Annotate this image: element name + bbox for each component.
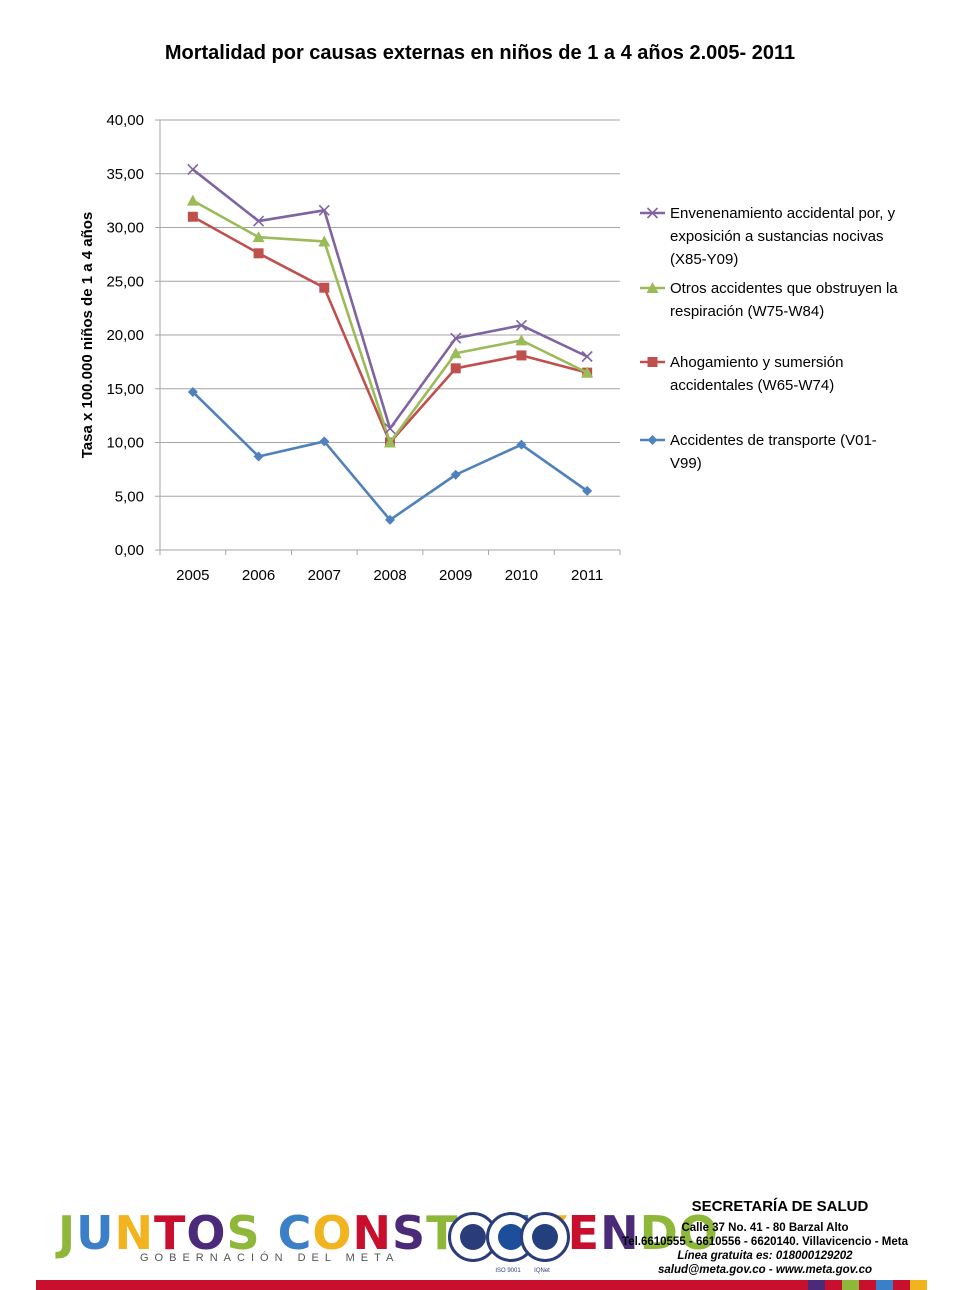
color-block: [842, 1280, 859, 1290]
data-point: [319, 282, 330, 293]
color-blocks: [808, 1280, 927, 1290]
data-point: [516, 439, 527, 450]
legend-marker: [646, 282, 659, 293]
color-block: [910, 1280, 927, 1290]
legend-label: exposición a sustancias nocivas: [670, 228, 883, 245]
secretaria-title: SECRETARÍA DE SALUD: [691, 1198, 869, 1215]
data-point: [187, 386, 198, 397]
x-tick-label: 2008: [373, 567, 406, 584]
legend-marker: [646, 207, 659, 219]
legend-label: V99): [670, 455, 702, 472]
x-tick-label: 2007: [308, 567, 341, 584]
data-point: [384, 422, 396, 435]
legend-label: accidentales (W65-W74): [670, 377, 834, 394]
legend-label: Accidentes de transporte (V01-: [670, 432, 877, 449]
legend-label: Otros accidentes que obstruyen la: [670, 280, 898, 297]
y-tick-label: 30,00: [106, 220, 144, 237]
data-point: [187, 163, 199, 176]
data-point: [515, 334, 528, 346]
color-block: [859, 1280, 876, 1290]
contact: salud@meta.gov.co - www.meta.gov.co: [657, 1264, 872, 1276]
legend-label: (X85-Y09): [670, 251, 738, 268]
x-tick-label: 2009: [439, 567, 472, 584]
y-tick-label: 5,00: [115, 488, 144, 505]
phones: Tel.6610555 - 6610556 - 6620140. Villavi…: [622, 1236, 908, 1248]
x-tick-label: 2005: [176, 567, 209, 584]
legend-marker: [647, 435, 658, 445]
y-tick-label: 0,00: [115, 542, 144, 559]
line-chart: 0,00 5,00 10,00 15,00 20,00 25,00 30,00 35,00 40…: [79, 112, 898, 584]
data-point: [186, 194, 199, 206]
legend-label: respiración (W75-W84): [670, 303, 824, 320]
iqnet-certification-icon: [520, 1212, 570, 1262]
color-block: [808, 1280, 825, 1290]
data-point: [252, 231, 265, 243]
hotline: Línea gratuita es: 018000129202: [677, 1250, 853, 1262]
data-point: [450, 332, 462, 344]
iqnet-label: IQNet: [534, 1268, 550, 1274]
data-point: [516, 350, 527, 361]
logo-letter: U: [76, 1206, 115, 1260]
data-point: [515, 319, 527, 331]
series-line: [192, 168, 588, 430]
logo-subtitle: GOBERNACIÓN DEL META: [140, 1252, 400, 1264]
chart-title: Mortalidad por causas externas en niños …: [164, 42, 796, 64]
data-point: [318, 204, 330, 216]
y-tick-label: 40,00: [106, 112, 144, 129]
data-point: [187, 211, 198, 222]
y-tick-label: 25,00: [106, 273, 144, 290]
color-block: [893, 1280, 910, 1290]
y-tick-label: 10,00: [106, 435, 144, 452]
y-tick-label: 35,00: [106, 166, 144, 183]
y-axis-label: Tasa x 100.000 niños de 1 a 4 años: [79, 212, 96, 459]
data-point: [318, 235, 331, 247]
logo-letter: J: [58, 1206, 77, 1260]
color-block: [825, 1280, 842, 1290]
color-block: [876, 1280, 893, 1290]
data-point: [450, 469, 461, 480]
data-point: [319, 436, 330, 447]
x-tick-label: 2010: [505, 567, 538, 584]
series-line: [192, 199, 588, 444]
data-point: [581, 350, 593, 363]
legend-label: Ahogamiento y sumersión: [670, 354, 843, 371]
data-point: [581, 366, 594, 378]
x-tick-label: 2006: [242, 567, 275, 584]
footer: JUNTOS CONSTRUYENDO GOBERNACIÓN DEL META…: [0, 592, 960, 1290]
x-tick-label: 2011: [571, 567, 603, 584]
y-tick-label: 20,00: [106, 327, 144, 344]
y-tick-label: 15,00: [106, 381, 144, 398]
data-point: [449, 347, 462, 359]
address: Calle 37 No. 41 - 80 Barzal Alto: [681, 1222, 849, 1234]
data-point: [253, 451, 264, 462]
data-point: [384, 436, 396, 448]
data-point: [450, 363, 461, 374]
data-point: [253, 248, 264, 259]
data-point: [385, 514, 395, 525]
legend-label: Envenenamiento accidental por, y: [670, 205, 896, 222]
series-line: [191, 391, 588, 522]
footer-bar: [36, 1280, 808, 1290]
data-point: [582, 485, 593, 496]
data-point: [253, 215, 265, 227]
legend-marker: [647, 357, 658, 367]
